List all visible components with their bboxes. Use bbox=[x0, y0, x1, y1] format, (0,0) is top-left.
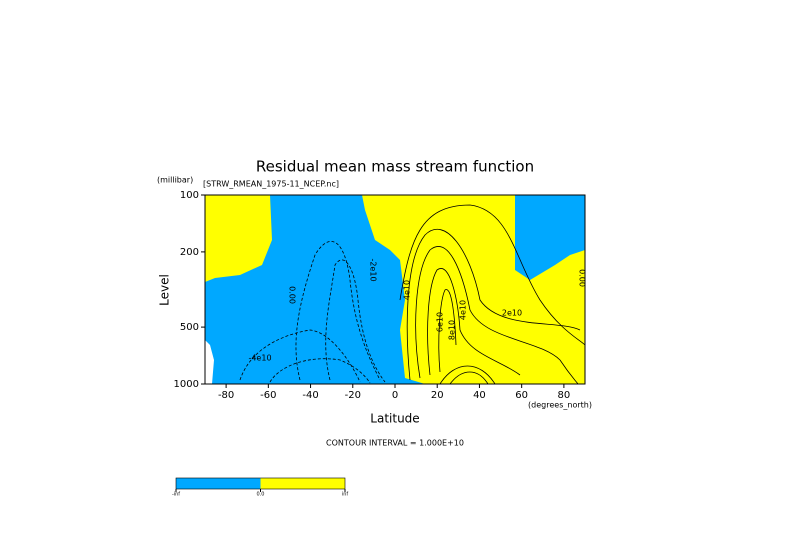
positive-region bbox=[205, 195, 272, 282]
contour-label: 0.00 bbox=[578, 269, 587, 287]
chart-title: Residual mean mass stream function bbox=[256, 158, 534, 176]
x-unit: (degrees_north) bbox=[528, 401, 592, 410]
colorbar-swatch bbox=[260, 478, 345, 489]
x-tick-label: -80 bbox=[218, 390, 234, 401]
x-tick-label: 0 bbox=[392, 390, 398, 401]
y-unit: (millibar) bbox=[157, 176, 193, 185]
contour-line-negative bbox=[269, 358, 371, 384]
x-axis-label: Latitude bbox=[370, 412, 419, 426]
colorbar-label: 0.0 bbox=[257, 492, 265, 498]
x-tick-label: -20 bbox=[345, 390, 361, 401]
positive-region bbox=[362, 195, 585, 384]
colorbar-label: -inf bbox=[172, 492, 180, 498]
contour-label: 0.00 bbox=[288, 286, 297, 304]
note: CONTOUR INTERVAL = 1.000E+10 bbox=[326, 439, 464, 448]
y-tick-label: 100 bbox=[180, 190, 199, 201]
x-tick-label: -60 bbox=[260, 390, 276, 401]
contour-line-positive bbox=[427, 268, 521, 376]
contour-label: 2e10 bbox=[502, 309, 522, 318]
colorbar-label: inf bbox=[342, 492, 349, 498]
y-tick-label: 1000 bbox=[174, 379, 199, 390]
contour-line-positive bbox=[415, 246, 579, 385]
contour-label: 4e10 bbox=[403, 280, 412, 300]
contour-label: -2e10 bbox=[369, 258, 378, 281]
contour-line-positive bbox=[439, 365, 496, 385]
y-axis-label: Level bbox=[158, 274, 172, 306]
contour-label: 6e10 bbox=[436, 312, 445, 332]
x-tick-label: 60 bbox=[515, 390, 528, 401]
colorbar-swatch bbox=[176, 478, 261, 489]
subtitle: [STRW_RMEAN_1975-11_NCEP.nc] bbox=[203, 180, 339, 189]
contour-line-positive bbox=[449, 371, 489, 385]
contour-label: 4e10 bbox=[459, 300, 468, 320]
missing-region bbox=[205, 340, 214, 384]
contour-line-positive bbox=[406, 228, 581, 381]
contour-line-positive bbox=[438, 289, 457, 373]
contour-label: 8e10 bbox=[448, 320, 457, 340]
contour-line-negative bbox=[325, 259, 386, 383]
y-tick-label: 500 bbox=[180, 322, 199, 333]
x-tick-label: 20 bbox=[431, 390, 444, 401]
contour-line-negative bbox=[295, 241, 381, 381]
contour-label: -4e10 bbox=[248, 354, 271, 363]
contour-line-positive bbox=[399, 204, 586, 346]
contour-line-negative bbox=[239, 329, 361, 383]
x-tick-label: 40 bbox=[473, 390, 486, 401]
y-tick-label: 200 bbox=[180, 247, 199, 258]
x-tick-label: 80 bbox=[558, 390, 571, 401]
x-tick-label: -40 bbox=[302, 390, 318, 401]
